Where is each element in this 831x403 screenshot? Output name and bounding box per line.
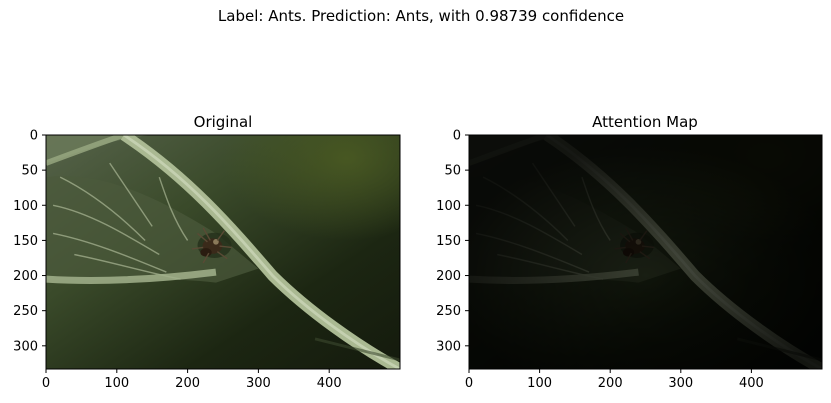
x-tick-label-attention-map-100: 100 <box>527 376 552 391</box>
panel-title-attention-map: Attention Map <box>592 113 698 131</box>
y-tick-label-attention-map-200: 200 <box>436 269 461 284</box>
tick-group-attention-map: 0 100 200 300 400 0 50 100 150 200 250 300 <box>436 129 764 392</box>
panel-title-original: Original <box>194 113 253 131</box>
y-tick-label-original-300: 300 <box>13 339 38 354</box>
tick-group-original: 0 100 200 300 400 0 50 100 150 200 250 300 <box>13 129 341 392</box>
x-tick-label-original-100: 100 <box>104 376 129 391</box>
y-tick-label-attention-map-250: 250 <box>436 304 461 319</box>
y-tick-label-original-200: 200 <box>13 269 38 284</box>
y-tick-label-attention-map-0: 0 <box>453 129 461 144</box>
figure-suptitle: Label: Ants. Prediction: Ants, with 0.98… <box>218 7 624 25</box>
image-attention-map <box>469 135 822 369</box>
y-tick-label-original-250: 250 <box>13 304 38 319</box>
x-tick-label-original-300: 300 <box>246 376 271 391</box>
panel-original: Original 0 100 200 300 400 0 50 100 150 200 250 300 <box>13 113 401 392</box>
x-tick-label-original-0: 0 <box>42 376 50 391</box>
image-original <box>46 135 400 369</box>
y-tick-label-original-50: 50 <box>21 164 38 179</box>
x-tick-label-attention-map-200: 200 <box>598 376 623 391</box>
x-tick-label-original-400: 400 <box>317 376 342 391</box>
x-tick-label-original-200: 200 <box>175 376 200 391</box>
x-tick-label-attention-map-400: 400 <box>739 376 764 391</box>
axes-frame-original <box>45 134 401 370</box>
y-tick-label-original-150: 150 <box>13 234 38 249</box>
y-tick-label-original-0: 0 <box>30 129 38 144</box>
y-tick-label-attention-map-300: 300 <box>436 339 461 354</box>
y-tick-label-attention-map-150: 150 <box>436 234 461 249</box>
panel-attention-map: Attention Map 0 100 200 300 400 0 50 100 150 200 2… <box>436 113 823 392</box>
x-tick-label-attention-map-300: 300 <box>668 376 693 391</box>
axes-frame-attention-map <box>468 134 823 370</box>
x-tick-label-attention-map-0: 0 <box>465 376 473 391</box>
y-tick-label-original-100: 100 <box>13 199 38 214</box>
y-tick-label-attention-map-100: 100 <box>436 199 461 214</box>
y-tick-label-attention-map-50: 50 <box>444 164 461 179</box>
